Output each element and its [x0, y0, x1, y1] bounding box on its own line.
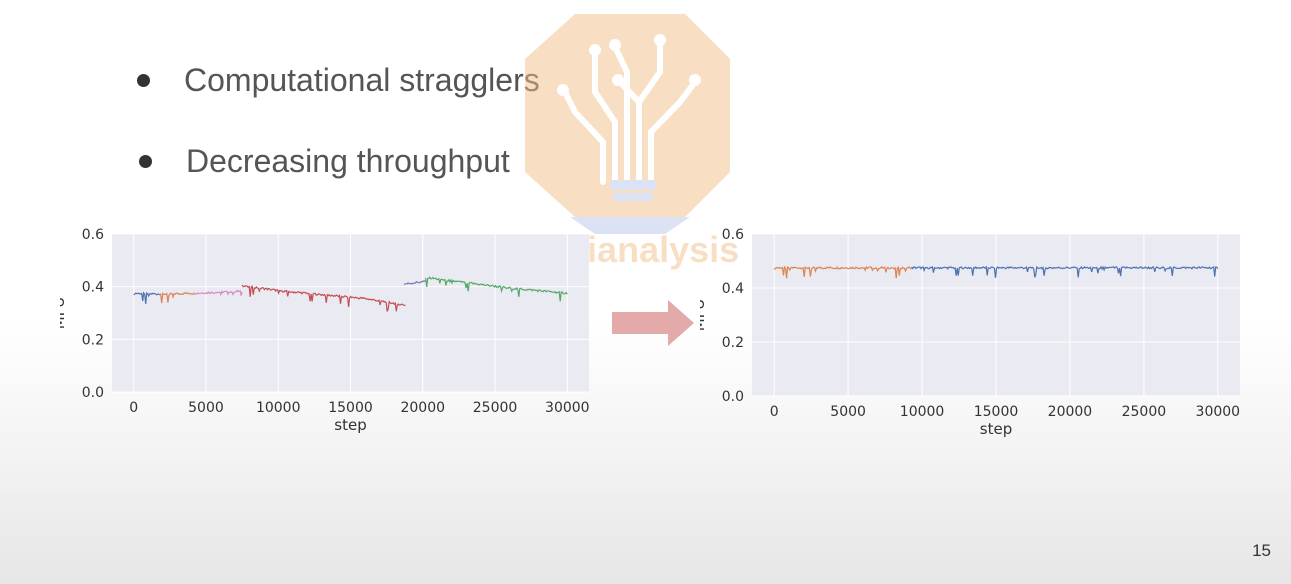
chart-after: 0 5000 10000 15000 20000 25000 30000 0.0 0.2 0.4 0… [690, 224, 1248, 444]
y-axis-label: MFU [60, 297, 68, 330]
x-tick-label: 0 [129, 400, 138, 416]
series-line-1 [159, 291, 195, 304]
right-arrow-icon [612, 300, 694, 351]
chart-svg: 0 5000 10000 15000 20000 25000 30000 0.0 0.2 0.4 0… [50, 227, 590, 434]
bullet-dot [139, 155, 152, 168]
y-tick-label: 0.0 [722, 389, 744, 405]
x-tick-label: 20000 [400, 400, 445, 416]
y-tick-label: 0.6 [82, 227, 104, 243]
bullet-item: Decreasing throughput [139, 143, 510, 180]
bullet-item: Computational stragglers [137, 62, 540, 99]
x-tick-label: 5000 [830, 404, 866, 420]
x-tick-label: 5000 [188, 400, 224, 416]
y-tick-label: 0.2 [722, 335, 744, 351]
x-axis-label: step [980, 420, 1012, 438]
y-tick-label: 0.4 [82, 280, 104, 296]
series-line-5 [425, 276, 568, 302]
series-line-3 [241, 284, 406, 312]
x-tick-label: 25000 [1122, 404, 1167, 420]
x-tick-label: 15000 [328, 400, 373, 416]
bullet-text: Computational stragglers [184, 62, 540, 98]
y-tick-label: 0.4 [722, 281, 744, 297]
bullet-text: Decreasing throughput [186, 143, 510, 179]
x-axis-label: step [334, 416, 366, 434]
x-tick-label: 10000 [900, 404, 945, 420]
y-tick-label: 0.2 [82, 332, 104, 348]
x-tick-label: 0 [770, 404, 779, 420]
x-tick-label: 30000 [1196, 404, 1241, 420]
series-line-0 [133, 291, 161, 304]
series-line-1 [911, 265, 1219, 278]
series-line-0 [773, 265, 913, 279]
x-tick-label: 25000 [473, 400, 518, 416]
series-line-2 [194, 289, 243, 297]
bullet-dot [137, 74, 150, 87]
x-tick-label: 15000 [974, 404, 1019, 420]
y-tick-label: 0.0 [82, 385, 104, 401]
chart-before: 0 5000 10000 15000 20000 25000 30000 0.0 0.2 0.4 0… [50, 222, 600, 442]
x-tick-label: 10000 [256, 400, 301, 416]
y-tick-label: 0.6 [722, 227, 744, 243]
chart-svg: 0 5000 10000 15000 20000 25000 30000 0.0 0.2 0.4 0… [690, 227, 1241, 438]
y-axis-label: MFU [700, 299, 708, 332]
x-tick-label: 20000 [1048, 404, 1093, 420]
page-number: 15 [1252, 541, 1271, 560]
x-tick-label: 30000 [545, 400, 590, 416]
series-line-4 [403, 280, 426, 286]
